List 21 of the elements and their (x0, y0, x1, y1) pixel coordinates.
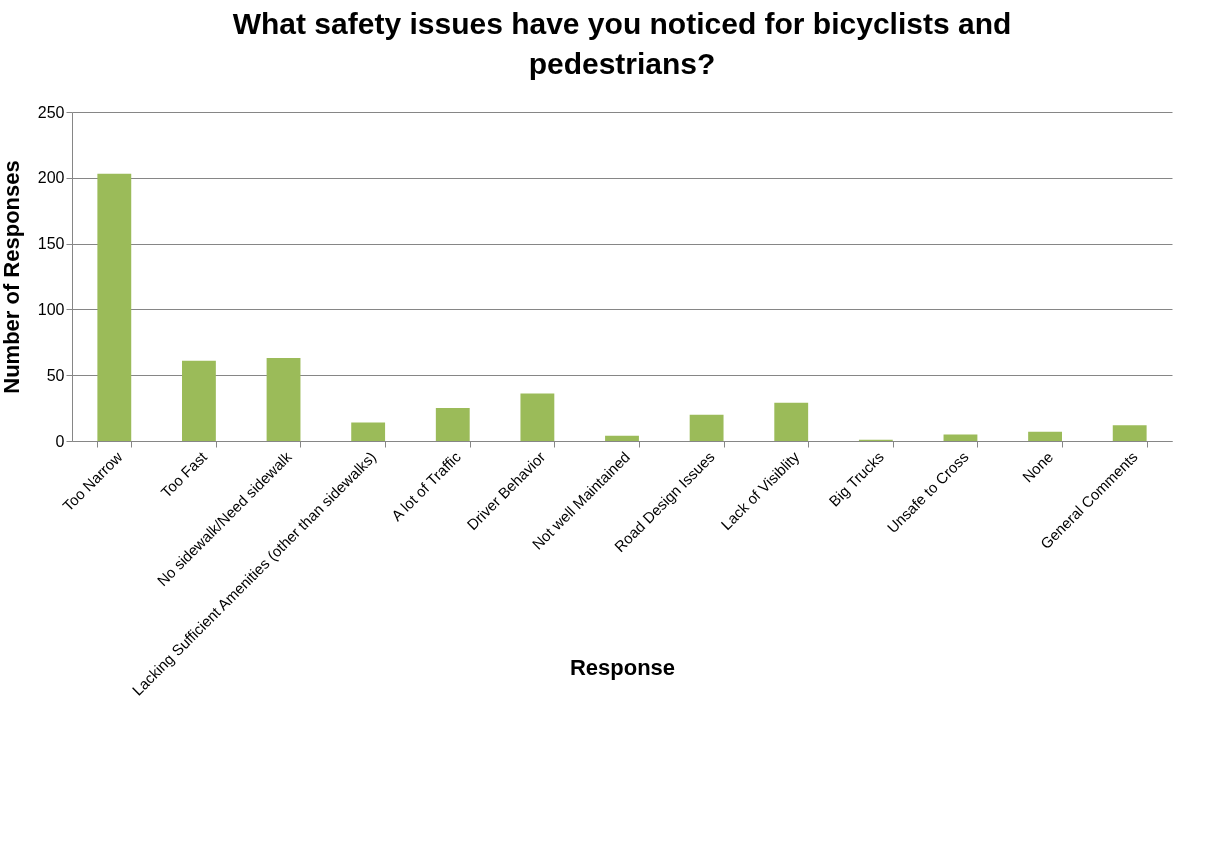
bar (182, 360, 216, 441)
y-tick-label: 200 (37, 169, 65, 187)
bar (266, 358, 301, 441)
y-tick-label: 150 (37, 235, 65, 253)
bar (435, 408, 470, 441)
bar (1028, 431, 1062, 441)
bar (943, 434, 978, 441)
y-tick-label: 250 (37, 103, 65, 121)
x-axis-title: Response (569, 654, 676, 680)
y-tick-label: 0 (55, 432, 65, 450)
bar (774, 402, 809, 441)
chart-title: What safety issues have you noticed for bicyclists and pedestrians? (232, 7, 1012, 80)
bar (605, 435, 639, 441)
bar (1112, 425, 1147, 441)
y-tick-label: 50 (46, 366, 65, 384)
bar (689, 414, 724, 441)
y-axis-title: Number of Responses (0, 160, 24, 394)
y-tick-label: 100 (37, 300, 65, 318)
bar (351, 422, 386, 441)
bar (97, 173, 132, 441)
bar (520, 393, 555, 441)
